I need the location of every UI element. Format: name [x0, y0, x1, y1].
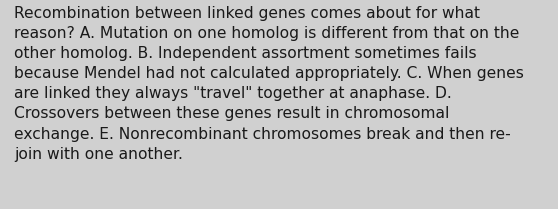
Text: Recombination between linked genes comes about for what
reason? A. Mutation on o: Recombination between linked genes comes… [14, 6, 524, 162]
